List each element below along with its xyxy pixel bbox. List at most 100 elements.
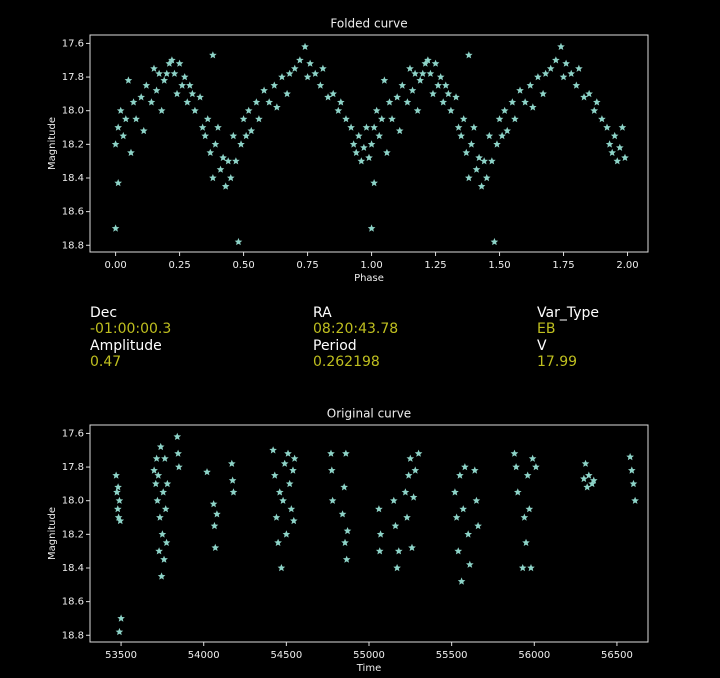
data-point: [357, 157, 366, 165]
x-tick-label: 55000: [353, 650, 385, 661]
info-label: Dec: [90, 305, 118, 321]
x-tick-label: 0.00: [104, 260, 126, 271]
data-point: [206, 148, 215, 156]
data-point: [461, 463, 469, 471]
data-point: [360, 143, 368, 151]
data-point: [475, 153, 483, 161]
data-point: [375, 547, 384, 555]
data-point: [413, 106, 422, 114]
data-point: [113, 488, 121, 496]
data-point: [334, 106, 343, 114]
data-point: [303, 73, 312, 81]
data-point: [239, 115, 248, 123]
data-point: [395, 126, 404, 135]
info-value: -01:00:00.3: [90, 321, 172, 337]
data-point: [457, 131, 465, 140]
data-point: [211, 140, 220, 148]
data-point: [418, 69, 427, 77]
data-point: [209, 174, 217, 182]
data-point: [375, 505, 383, 513]
data-point: [523, 471, 532, 479]
data-point: [471, 466, 479, 474]
x-tick-label: 53500: [105, 650, 137, 661]
data-point: [429, 89, 437, 98]
data-point: [378, 115, 386, 123]
data-point: [621, 153, 629, 161]
data-point: [406, 64, 414, 72]
data-point: [173, 432, 182, 440]
y-tick-label: 17.6: [62, 38, 84, 49]
data-point: [409, 493, 418, 501]
data-point: [114, 505, 122, 513]
data-point: [203, 115, 212, 123]
data-point: [287, 505, 296, 513]
data-point: [289, 466, 297, 474]
data-point: [559, 73, 568, 81]
data-point: [439, 98, 447, 106]
data-point: [521, 98, 529, 106]
data-point: [342, 449, 350, 457]
y-tick-label: 18.8: [62, 240, 84, 251]
data-point: [203, 468, 211, 476]
data-point: [186, 81, 194, 89]
data-point: [603, 123, 611, 131]
info-label: RA: [313, 305, 332, 321]
info-item: Var_Type EB: [537, 305, 599, 337]
data-point: [390, 496, 398, 504]
data-point: [157, 106, 166, 114]
data-point: [284, 449, 292, 457]
data-point: [216, 165, 225, 173]
data-point: [500, 106, 509, 114]
data-point: [160, 555, 168, 563]
data-point: [580, 474, 588, 483]
data-point: [328, 466, 336, 474]
data-point: [142, 81, 151, 89]
data-point: [528, 454, 537, 462]
data-point: [201, 131, 209, 140]
data-point: [285, 69, 294, 77]
data-point: [393, 93, 401, 101]
data-point: [306, 59, 314, 67]
data-point: [408, 86, 417, 94]
data-point: [403, 513, 411, 521]
data-point: [490, 237, 499, 246]
data-point: [324, 93, 332, 101]
data-point: [163, 69, 171, 77]
x-tick-label: 55500: [436, 650, 468, 661]
chart-title: Folded curve: [330, 17, 407, 31]
data-point: [465, 174, 473, 182]
data-point: [514, 488, 522, 496]
data-point: [520, 513, 529, 521]
data-point: [282, 530, 291, 538]
data-point: [247, 126, 256, 135]
y-tick-label: 17.6: [62, 428, 84, 439]
info-label: Period: [313, 338, 357, 354]
data-point: [498, 131, 506, 140]
data-point: [213, 510, 221, 518]
data-point: [462, 148, 471, 156]
data-point: [183, 98, 192, 106]
data-point: [153, 496, 162, 504]
x-axis-label: Phase: [354, 273, 384, 284]
data-point: [227, 174, 235, 182]
data-point: [271, 471, 279, 479]
data-point: [337, 98, 345, 106]
data-point: [629, 479, 638, 488]
data-point: [516, 86, 524, 94]
data-point: [132, 115, 140, 123]
data-point: [115, 496, 124, 504]
x-tick-label: 2.00: [616, 260, 638, 271]
data-point: [290, 454, 299, 462]
data-point: [283, 89, 291, 98]
data-point: [534, 73, 542, 81]
data-point: [447, 106, 455, 114]
data-point: [229, 131, 238, 140]
x-tick-label: 54000: [188, 650, 220, 661]
data-point: [152, 479, 160, 488]
data-point: [472, 165, 481, 173]
data-point: [383, 148, 391, 156]
data-point: [158, 530, 167, 538]
y-tick-label: 18.2: [62, 139, 84, 150]
data-point: [349, 140, 358, 148]
data-point: [311, 69, 320, 77]
